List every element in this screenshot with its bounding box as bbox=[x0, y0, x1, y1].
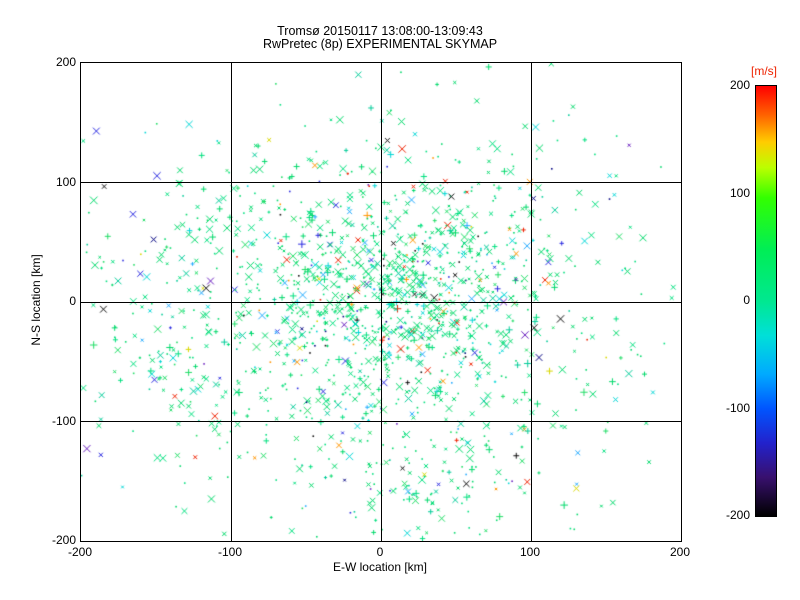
y-tick-label: 200 bbox=[55, 55, 76, 69]
y-tick-label: 0 bbox=[69, 294, 76, 308]
y-tick-label: -100 bbox=[51, 413, 76, 428]
plot-area bbox=[80, 62, 682, 542]
chart-header: Tromsø 20150117 13:08:00-13:09:43 RwPret… bbox=[80, 25, 680, 51]
y-tick-label: 100 bbox=[55, 174, 76, 189]
page-subtitle: RwPretec (8p) EXPERIMENTAL SKYMAP bbox=[262, 37, 498, 51]
colorbar-unit-label: [m/s] bbox=[751, 64, 777, 78]
x-axis-label: E-W location [km] bbox=[332, 560, 428, 574]
gridline-vertical bbox=[530, 63, 532, 541]
page-title: Tromsø 20150117 13:08:00-13:09:43 bbox=[277, 24, 483, 38]
colorbar-tick-label: 100 bbox=[729, 185, 750, 200]
colorbar-tick-label: 200 bbox=[729, 78, 750, 92]
x-tick-label: 100 bbox=[519, 545, 541, 559]
x-tick-label: -200 bbox=[67, 545, 93, 559]
gridline-horizontal bbox=[81, 301, 681, 303]
x-tick-label: 200 bbox=[669, 545, 691, 559]
colorbar-tick-label: -100 bbox=[725, 400, 750, 415]
x-tick-label: 0 bbox=[376, 545, 384, 559]
x-tick-label: -100 bbox=[217, 545, 243, 559]
y-tick-label: -200 bbox=[51, 533, 76, 547]
colorbar-tick-label: 0 bbox=[743, 293, 750, 307]
gridline-horizontal bbox=[81, 182, 681, 183]
colorbar-tick-label: -200 bbox=[725, 508, 750, 522]
colorbar bbox=[755, 85, 777, 517]
